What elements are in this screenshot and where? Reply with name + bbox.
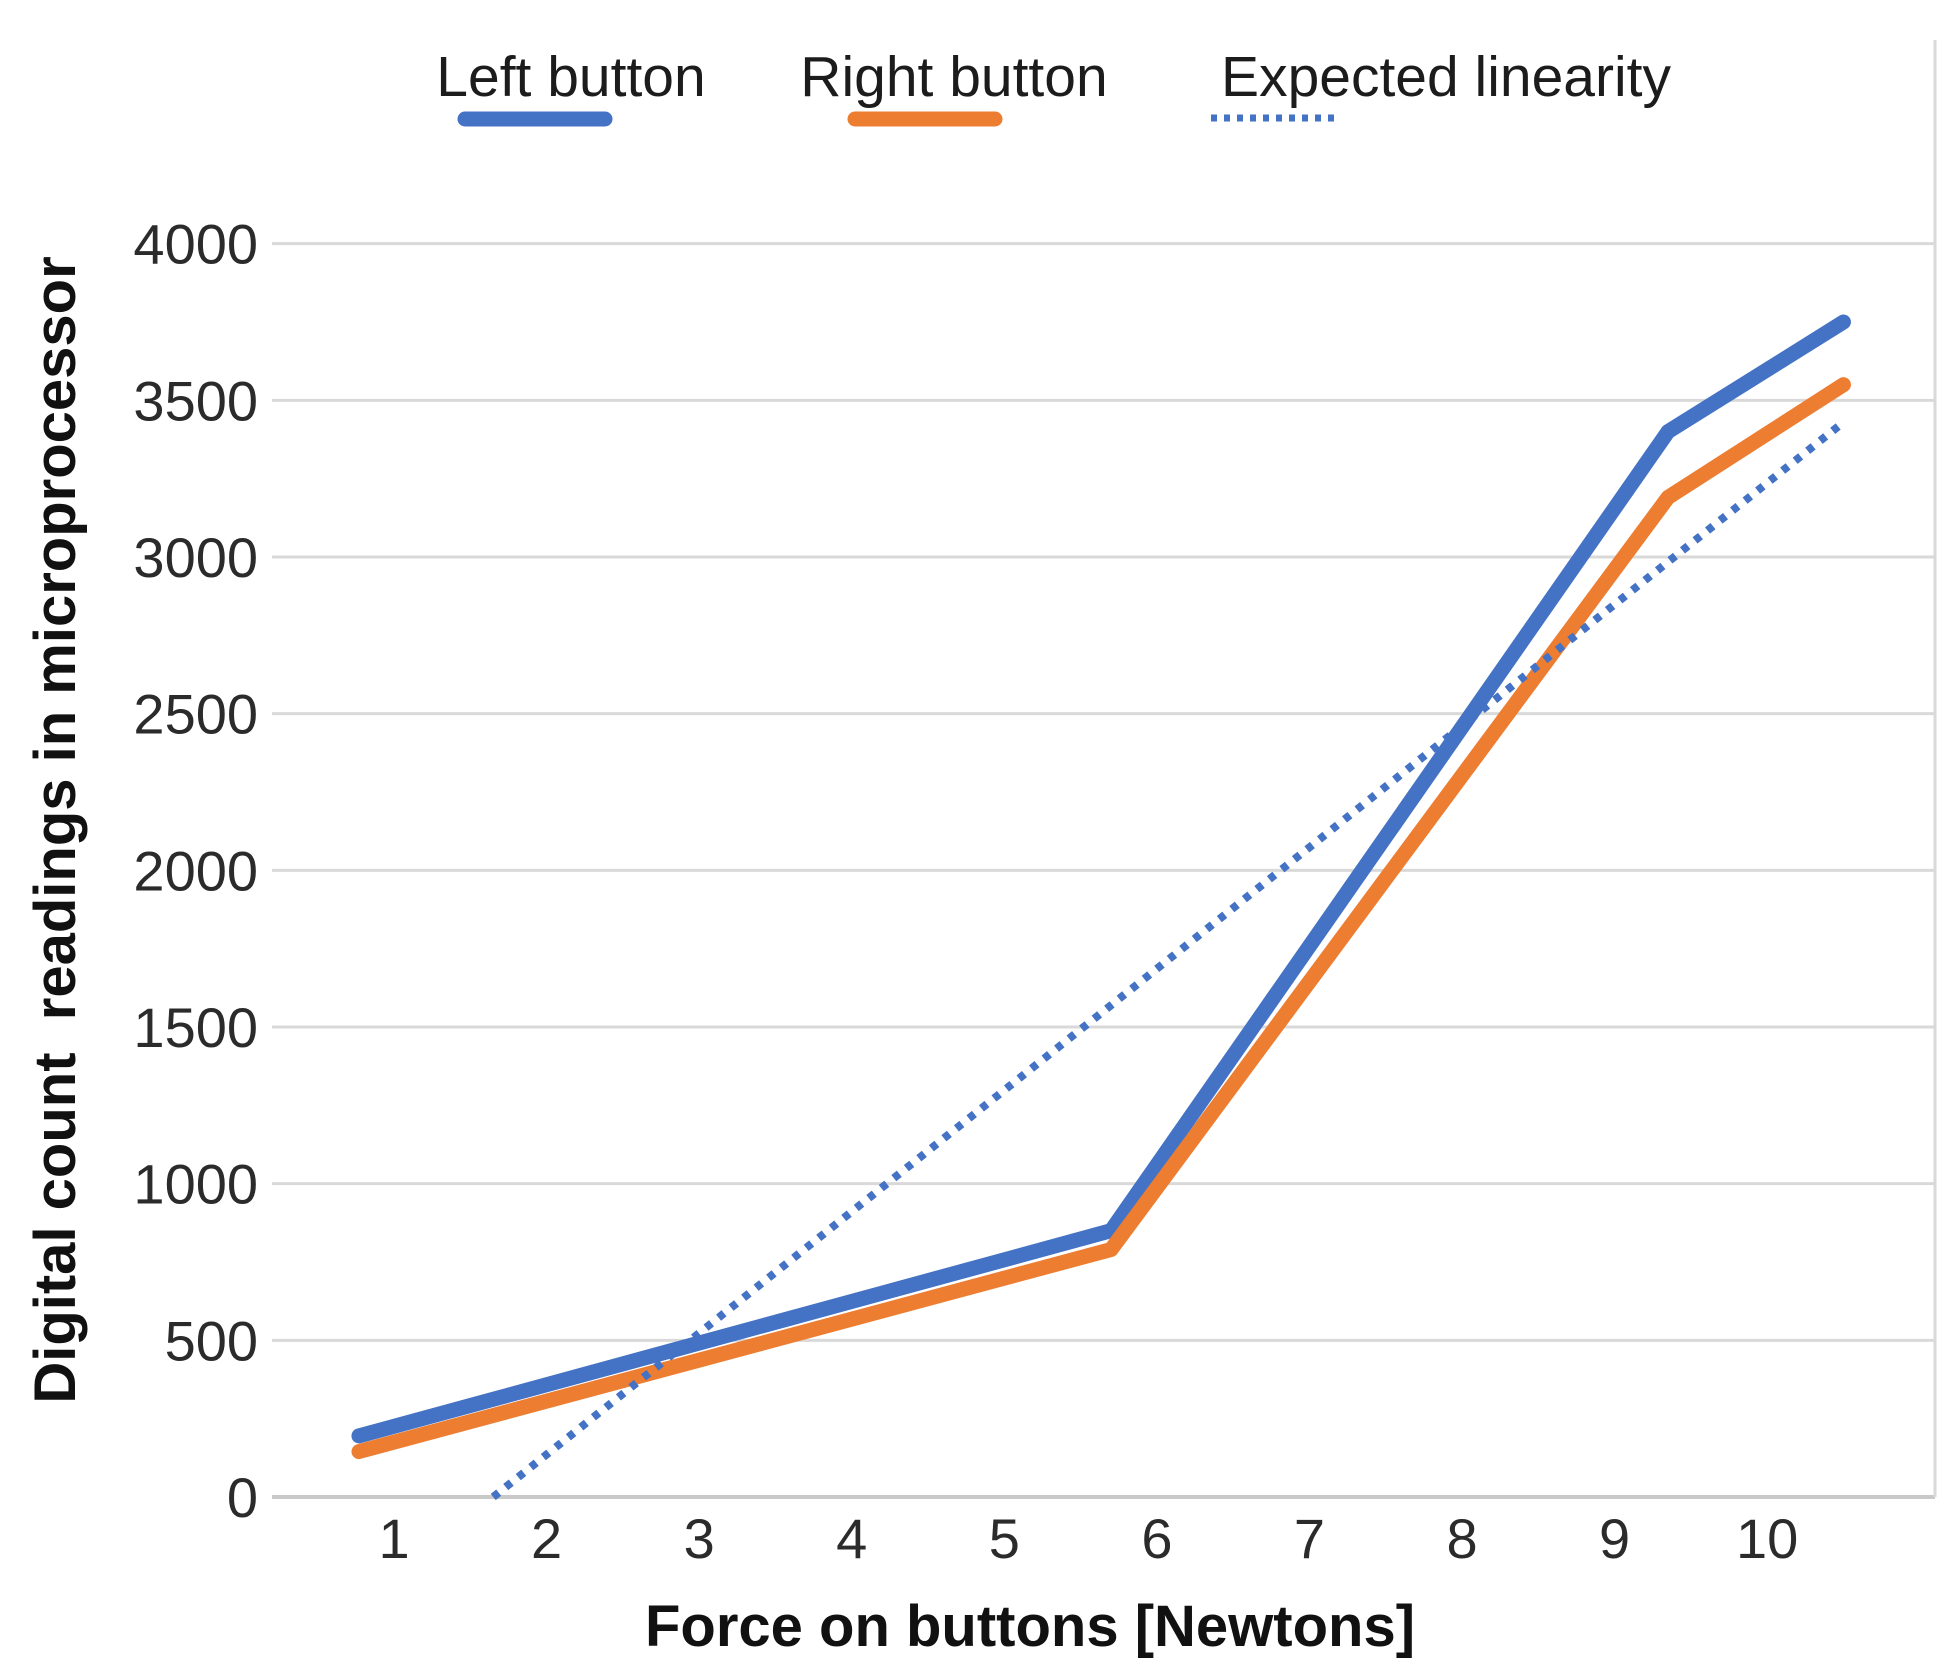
x-tick-label: 3 bbox=[684, 1507, 715, 1570]
y-tick-label: 0 bbox=[227, 1466, 258, 1529]
x-tick-label: 7 bbox=[1294, 1507, 1325, 1570]
y-tick-label: 500 bbox=[165, 1309, 258, 1372]
legend: Left button Right button Expected linear… bbox=[436, 45, 1671, 127]
series-line-left-button bbox=[351, 314, 1851, 1444]
y-tick-label: 3000 bbox=[133, 526, 258, 589]
legend-label-expected-linearity: Expected linearity bbox=[1221, 45, 1671, 109]
y-tick-label: 1000 bbox=[133, 1153, 258, 1216]
x-tick-label: 6 bbox=[1141, 1507, 1172, 1570]
y-tick-label: 2000 bbox=[133, 839, 258, 902]
ticks-layer: 0 500 1000 1500 2000 2500 3000 3500 4000 1 2 3 4 5 6 7 8… bbox=[133, 213, 1798, 1570]
series-line-right-button bbox=[351, 377, 1851, 1460]
series-line-expected-linearity bbox=[490, 419, 1846, 1501]
x-axis-title: Force on buttons [Newtons] bbox=[645, 1594, 1415, 1659]
y-axis-title: Digital count readings in microprocessor bbox=[23, 256, 88, 1403]
x-tick-label: 8 bbox=[1446, 1507, 1477, 1570]
y-tick-label: 4000 bbox=[133, 213, 258, 276]
legend-label-right-button: Right button bbox=[800, 45, 1107, 109]
y-tick-label: 3500 bbox=[133, 369, 258, 432]
legend-label-left-button: Left button bbox=[436, 45, 705, 109]
x-tick-label: 1 bbox=[378, 1507, 409, 1570]
x-tick-label: 4 bbox=[836, 1507, 867, 1570]
x-tick-label: 9 bbox=[1599, 1507, 1630, 1570]
y-tick-label: 2500 bbox=[133, 683, 258, 746]
y-tick-label: 1500 bbox=[133, 996, 258, 1059]
series-layer bbox=[351, 314, 1851, 1501]
x-tick-label: 10 bbox=[1736, 1507, 1798, 1570]
x-tick-label: 5 bbox=[989, 1507, 1020, 1570]
x-tick-label: 2 bbox=[531, 1507, 562, 1570]
grid-layer bbox=[272, 40, 1937, 1499]
